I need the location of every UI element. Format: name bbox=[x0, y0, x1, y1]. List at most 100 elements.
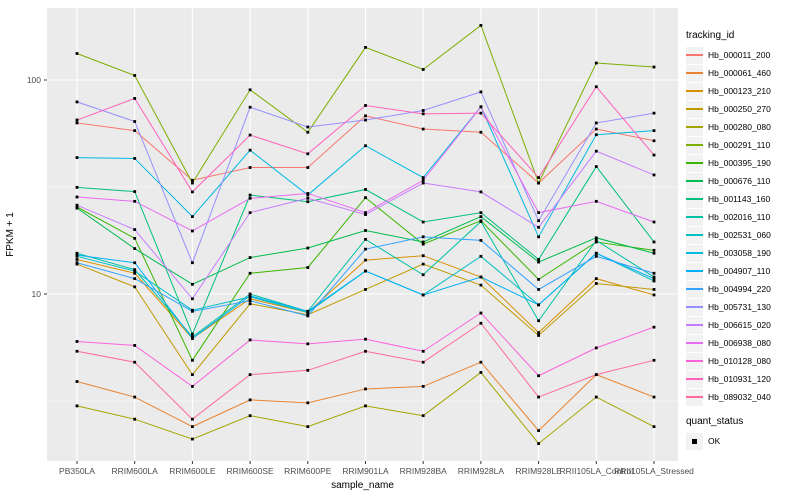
data-point bbox=[594, 121, 598, 125]
data-point bbox=[75, 253, 79, 257]
data-point bbox=[133, 157, 137, 160]
legend-line-icon bbox=[686, 126, 703, 128]
data-point bbox=[133, 228, 137, 231]
data-point bbox=[594, 239, 598, 242]
data-point bbox=[248, 193, 252, 197]
x-tick-label: RRIM928LA bbox=[458, 466, 505, 476]
data-point bbox=[652, 240, 656, 244]
legend-key bbox=[686, 46, 703, 64]
data-point bbox=[652, 248, 656, 252]
legend-label: Hb_000676_110 bbox=[708, 176, 771, 186]
legend-line-icon bbox=[686, 108, 703, 110]
data-point bbox=[537, 374, 540, 378]
data-point bbox=[479, 105, 483, 109]
data-point bbox=[479, 111, 483, 115]
data-point bbox=[537, 278, 540, 281]
legend-line-icon bbox=[686, 72, 703, 74]
x-tick-label: RRII105LA_Stressed bbox=[614, 466, 694, 476]
legend-key bbox=[686, 154, 703, 172]
data-point bbox=[248, 414, 252, 418]
legend-line-icon bbox=[686, 198, 703, 200]
data-point bbox=[479, 130, 483, 134]
data-point bbox=[479, 211, 483, 215]
data-point bbox=[479, 190, 483, 194]
data-point bbox=[364, 104, 367, 107]
data-point bbox=[248, 166, 252, 169]
data-point bbox=[191, 358, 194, 362]
data-point bbox=[652, 153, 656, 157]
data-point bbox=[364, 118, 367, 122]
data-point bbox=[421, 262, 425, 266]
data-point bbox=[306, 368, 310, 372]
data-point bbox=[537, 235, 540, 239]
data-point bbox=[306, 130, 310, 134]
data-point bbox=[652, 325, 656, 329]
data-point bbox=[248, 256, 252, 259]
x-tick-label: RRIM600LA bbox=[112, 466, 159, 476]
legend-key bbox=[686, 64, 703, 82]
data-point bbox=[479, 371, 483, 374]
data-point bbox=[248, 211, 252, 215]
data-point bbox=[133, 344, 137, 347]
data-point bbox=[364, 188, 367, 191]
legend-line-icon bbox=[686, 252, 703, 254]
data-point bbox=[421, 112, 425, 116]
data-point bbox=[306, 196, 310, 200]
data-point bbox=[191, 178, 194, 182]
legend-label: OK bbox=[708, 436, 721, 446]
data-point bbox=[191, 181, 194, 185]
data-point bbox=[191, 229, 194, 233]
data-point bbox=[191, 282, 194, 286]
data-point bbox=[479, 220, 483, 223]
data-point bbox=[537, 303, 540, 307]
legend-label: Hb_001143_160 bbox=[708, 194, 771, 204]
quant-status-legend: quant_status OK bbox=[686, 416, 798, 450]
data-point bbox=[652, 275, 656, 279]
legend-item-Hb_000061_460: Hb_000061_460 bbox=[686, 64, 798, 82]
data-point bbox=[75, 258, 79, 261]
legend-item-Hb_000395_190: Hb_000395_190 bbox=[686, 154, 798, 172]
legend-line-icon bbox=[686, 396, 703, 398]
legend-line-icon bbox=[686, 342, 703, 344]
data-point bbox=[537, 176, 540, 179]
data-point bbox=[364, 211, 367, 215]
legend-key bbox=[686, 82, 703, 100]
legend-line-icon bbox=[686, 54, 703, 56]
data-point bbox=[537, 225, 540, 229]
data-point bbox=[191, 417, 194, 421]
x-tick-label: RRIM600PE bbox=[284, 466, 332, 476]
data-point bbox=[75, 156, 79, 159]
data-point bbox=[421, 181, 425, 185]
legend-title-tracking-id: tracking_id bbox=[686, 30, 735, 41]
data-point bbox=[364, 247, 367, 251]
data-point bbox=[75, 118, 79, 122]
data-point bbox=[421, 273, 425, 277]
data-point bbox=[594, 395, 598, 399]
data-point bbox=[306, 192, 310, 195]
data-point bbox=[75, 206, 79, 210]
data-point bbox=[421, 178, 425, 182]
data-point bbox=[133, 247, 137, 250]
data-point bbox=[537, 211, 540, 215]
legend-line-icon bbox=[686, 306, 703, 308]
data-point bbox=[75, 380, 79, 383]
data-point bbox=[191, 261, 194, 265]
legend-item-Hb_010128_080: Hb_010128_080 bbox=[686, 352, 798, 370]
data-point bbox=[652, 395, 656, 399]
data-point bbox=[537, 260, 540, 264]
legend-label: Hb_010128_080 bbox=[708, 356, 771, 366]
data-point bbox=[133, 268, 137, 272]
legend-label: Hb_002531_060 bbox=[708, 230, 771, 240]
legend-label: Hb_000291_110 bbox=[708, 140, 771, 150]
legend-key bbox=[686, 190, 703, 208]
legend-line-icon bbox=[686, 144, 703, 146]
data-point bbox=[537, 429, 540, 432]
data-point bbox=[248, 299, 252, 303]
legend-key bbox=[686, 226, 703, 244]
data-point bbox=[594, 133, 598, 137]
legend-item-Hb_000291_110: Hb_000291_110 bbox=[686, 136, 798, 154]
y-tick-label: 100 bbox=[27, 75, 41, 85]
legend-item-Hb_004907_110: Hb_004907_110 bbox=[686, 262, 798, 280]
legend-label: Hb_003058_190 bbox=[708, 248, 771, 258]
